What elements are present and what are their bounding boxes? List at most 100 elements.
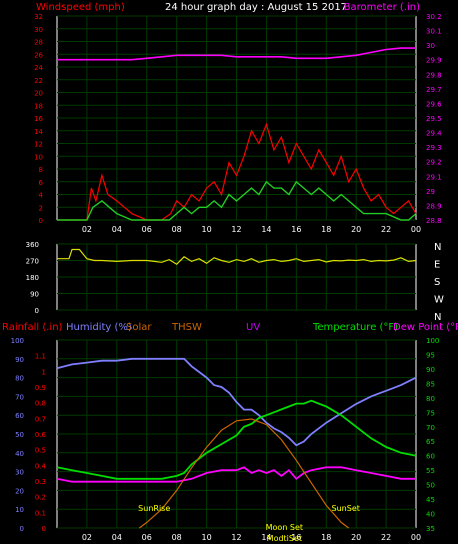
temp-x-tick-label: 12 (231, 533, 241, 542)
rainfall-y-tick-label: 0.8 (35, 400, 46, 408)
temp-x-tick-label: 08 (172, 533, 182, 542)
humidity-y-tick-label: 60 (15, 412, 24, 420)
rainfall-y-tick-label: 1.1 (35, 353, 46, 361)
barometer-y-tick-label: 30 (426, 42, 435, 50)
wind-x-tick-label: 18 (321, 225, 331, 234)
uv-legend: UV (246, 322, 260, 333)
temp-x-tick-label: 22 (381, 533, 391, 542)
wind-x-tick-label: 22 (381, 225, 391, 234)
sunset-label: SunSet (332, 504, 360, 513)
rainfall-y-tick-label: 0.1 (35, 509, 46, 517)
temp-x-tick-label: 00 (411, 533, 421, 542)
compass-label: N (434, 312, 441, 323)
wind-y-tick-label: 20 (34, 90, 43, 98)
wind-x-tick-label: 12 (231, 225, 241, 234)
wind-y-tick-label: 22 (34, 77, 43, 85)
temp-x-tick-label: 20 (351, 533, 361, 542)
barometer-y-tick-label: 30.1 (426, 28, 442, 36)
moonrise-label: ModtiSet (267, 534, 302, 543)
compass-label: W (434, 295, 444, 306)
humidity-y-tick-label: 0 (20, 525, 24, 533)
wind-x-tick-label: 16 (291, 225, 301, 234)
wind-y-tick-label: 18 (34, 102, 43, 110)
rainfall-y-tick-label: 0.2 (35, 494, 46, 502)
temperature-y-tick-label: 85 (426, 380, 435, 388)
barometer-y-tick-label: 29.2 (426, 159, 442, 167)
rainfall-y-tick-label: 0.9 (35, 384, 46, 392)
temperature-y-tick-label: 40 (426, 511, 435, 519)
rainfall-y-tick-label: 0.7 (35, 415, 46, 423)
barometer-axis-title: Barometer (.in) (344, 2, 420, 13)
rainfall-y-tick-label: 0.5 (35, 447, 46, 455)
humidity-y-tick-label: 10 (15, 506, 24, 514)
temperature-y-tick-label: 45 (426, 496, 435, 504)
solar-line (138, 418, 350, 529)
barometer-y-tick-label: 29.7 (426, 86, 442, 94)
barometer-y-tick-label: 29.6 (426, 100, 442, 108)
compass-label: N (434, 242, 441, 253)
temperature-y-tick-label: 50 (426, 482, 435, 490)
wind-y-tick-label: 12 (34, 141, 43, 149)
direction-y-tick-label: 360 (26, 241, 39, 249)
wind-direction-line (57, 248, 417, 265)
wind-y-tick-label: 28 (34, 39, 43, 47)
direction-y-tick-label: 270 (26, 258, 39, 266)
wind-x-tick-label: 00 (411, 225, 421, 234)
wind-x-tick-label: 04 (112, 225, 122, 234)
barometer-y-tick-label: 29.1 (426, 173, 442, 181)
temp-x-tick-label: 18 (321, 533, 331, 542)
wind-y-tick-label: 16 (34, 115, 43, 123)
rainfall-y-tick-label: 0.4 (35, 462, 47, 470)
temperature-y-tick-label: 80 (426, 395, 435, 403)
temp-x-tick-label: 16 (291, 533, 301, 542)
temp-x-tick-label: 10 (201, 533, 211, 542)
wind-y-tick-label: 30 (34, 26, 43, 34)
temperature-y-tick-label: 70 (426, 424, 435, 432)
moonset-label: Moon Set (266, 523, 303, 532)
humidity-y-tick-label: 30 (15, 469, 24, 477)
barometer-y-tick-label: 30.2 (426, 13, 442, 21)
wind-y-tick-label: 14 (34, 128, 43, 136)
direction-y-tick-label: 180 (26, 274, 39, 282)
barometer-y-tick-label: 29 (426, 188, 435, 196)
dewpoint-line (56, 466, 416, 483)
temp-x-tick-label: 14 (261, 533, 271, 542)
compass-label: E (434, 260, 440, 271)
temperature-y-tick-label: 35 (426, 525, 435, 533)
wind-y-tick-label: 32 (34, 13, 43, 21)
wind-y-tick-label: 24 (34, 64, 43, 72)
humidity-y-tick-label: 70 (15, 393, 24, 401)
wind-y-tick-label: 2 (39, 204, 43, 212)
temperature-y-tick-label: 55 (426, 467, 435, 475)
windspeed-axis-title: Windspeed (mph) (36, 2, 125, 13)
barometer-y-tick-label: 29.8 (426, 71, 442, 79)
temp-x-tick-label: 02 (82, 533, 92, 542)
temperature-legend: Temperature (°F) (312, 322, 398, 333)
humidity-y-tick-label: 100 (11, 337, 24, 345)
wind-speed-line (57, 122, 417, 221)
rainfall-legend: Rainfall (.in) (2, 322, 63, 333)
temp-x-tick-label: 04 (112, 533, 122, 542)
wind-y-tick-label: 4 (39, 192, 44, 200)
humidity-y-tick-label: 40 (15, 450, 24, 458)
wind-x-tick-label: 02 (82, 225, 92, 234)
temperature-y-tick-label: 100 (426, 337, 439, 345)
wind-y-tick-label: 8 (39, 166, 43, 174)
temperature-y-tick-label: 75 (426, 409, 435, 417)
rainfall-y-tick-label: 0 (42, 525, 46, 533)
wind-x-tick-label: 20 (351, 225, 361, 234)
chart-title: 24 hour graph day : August 15 2017 (165, 2, 347, 13)
humidity-y-tick-label: 80 (15, 375, 24, 383)
direction-y-tick-label: 0 (35, 307, 39, 315)
humidity-legend: Humidity (%) (66, 322, 132, 333)
barometer-y-tick-label: 29.3 (426, 144, 442, 152)
solar-legend: Solar (126, 322, 152, 333)
humidity-line (56, 357, 417, 447)
barometer-y-tick-label: 29.4 (426, 130, 442, 138)
temp-x-tick-label: 06 (142, 533, 152, 542)
wind-x-tick-label: 06 (142, 225, 152, 234)
rainfall-y-tick-label: 0.3 (35, 478, 46, 486)
compass-label: S (434, 277, 440, 288)
